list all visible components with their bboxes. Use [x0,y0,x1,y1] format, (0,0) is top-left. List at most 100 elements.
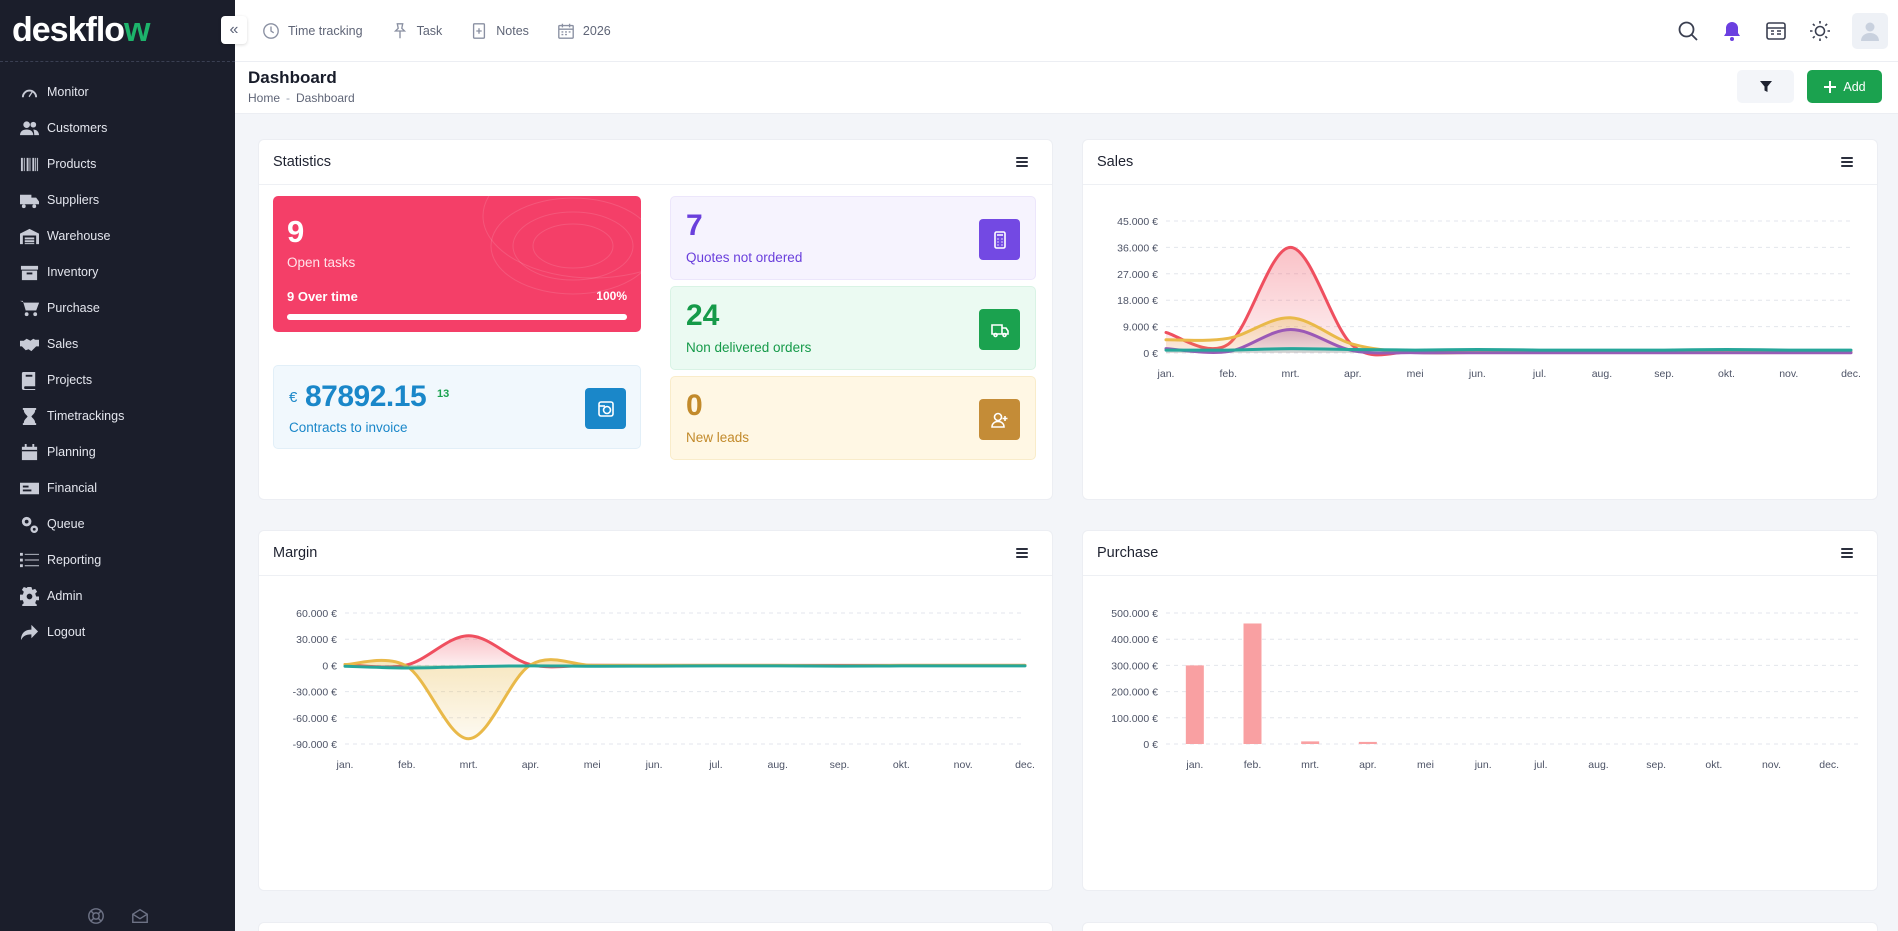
sidebar-item-inventory[interactable]: Inventory [0,254,235,290]
overtime-percent: 100% [596,289,627,303]
y-tick-label: -60.000 € [293,713,338,725]
sidebar-item-sales[interactable]: Sales [0,326,235,362]
book-icon [21,371,36,390]
y-tick-label: 300.000 € [1111,660,1158,672]
search-icon[interactable] [1676,19,1700,43]
y-tick-label: 0 € [1143,348,1158,360]
sidebar-item-projects[interactable]: Projects [0,362,235,398]
card-title: Statistics [273,154,332,170]
y-tick-label: 30.000 € [296,634,337,646]
card-header: Statistics [259,140,1052,185]
statistics-card: Statistics 9 Open tasks 9 Over time 100%… [258,139,1053,500]
x-tick-label: feb. [398,759,416,771]
orders-tile[interactable]: 24 Non delivered orders [670,286,1036,370]
logo-accent: w [124,11,150,49]
app-logo[interactable]: deskflo w [0,0,235,62]
page-header: Dashboard Home - Dashboard Add [235,62,1898,114]
card-title: Sales [1097,154,1134,170]
user-avatar[interactable] [1852,13,1888,49]
x-tick-label: nov. [1779,368,1798,380]
task-link[interactable]: Task [391,22,443,40]
menu-icon[interactable] [1016,157,1028,167]
x-tick-label: okt. [1705,759,1722,771]
sidebar-item-suppliers[interactable]: Suppliers [0,182,235,218]
menu-icon[interactable] [1841,157,1853,167]
notes-link[interactable]: Notes [470,22,529,40]
sales-chart: 45.000 € 36.000 € 27.000 € 18.000 € 9.000 € 0… [1117,216,1861,380]
y-tick-label: 36.000 € [1117,242,1158,254]
breadcrumb-home[interactable]: Home [248,91,281,105]
y-tick-label: 45.000 € [1117,216,1158,228]
y-tick-label: 0 € [1143,739,1158,751]
orders-label: Non delivered orders [686,340,812,355]
menu-icon[interactable] [1841,548,1853,558]
users-icon [20,120,39,135]
sidebar-item-admin[interactable]: Admin [0,578,235,614]
x-tick-label: mei [1407,368,1424,380]
open-tasks-tile[interactable]: 9 Open tasks 9 Over time 100% [273,196,641,332]
sidebar-item-warehouse[interactable]: Warehouse [0,218,235,254]
x-tick-label: dec. [1819,759,1839,771]
margin-card: Margin 60.000 € 30.000 € 0 € -30.000 € -60.0… [258,530,1053,891]
sidebar-item-customers[interactable]: Customers [0,110,235,146]
sidebar-item-queue[interactable]: Queue [0,506,235,542]
x-tick-label: nov. [1762,759,1781,771]
topbar-actions [1676,13,1888,49]
sidebar-item-products[interactable]: Products [0,146,235,182]
sidebar-item-timetrackings[interactable]: Timetrackings [0,398,235,434]
calendar-icon [21,443,38,460]
calculator-icon [979,219,1020,260]
y-tick-label: 400.000 € [1111,634,1158,646]
quotes-tile[interactable]: 7 Quotes not ordered [670,196,1036,280]
user-icon [1861,22,1879,41]
x-tick-label: mrt. [1301,759,1319,771]
card-title: Purchase [1097,545,1159,561]
overtime-label: 9 Over time [287,289,358,304]
bell-icon[interactable] [1720,19,1744,43]
handshake-icon [20,338,39,351]
contracts-tile[interactable]: € 87892.15 13 Contracts to invoice [273,365,641,449]
series-area [1166,247,1851,355]
sidebar-item-financial[interactable]: Financial [0,470,235,506]
sidebar-footer [0,907,235,925]
sidebar-collapse-button[interactable]: « [221,16,247,44]
breadcrumb-separator: - [286,91,291,105]
sidebar-item-label: Products [47,157,97,171]
sidebar-item-logout[interactable]: Logout [0,614,235,650]
sidebar-item-label: Timetrackings [47,409,125,423]
card-header: Sales [1083,140,1877,185]
clock-icon [263,22,279,39]
calculator-grid-icon[interactable] [1764,19,1788,43]
task-label: Task [416,23,443,38]
sidebar-item-label: Purchase [47,301,100,315]
warehouse-icon [20,228,39,244]
user-add-icon [979,399,1020,440]
sidebar-item-label: Admin [47,589,83,603]
contracts-currency: € [289,389,298,406]
filter-button[interactable] [1737,70,1794,103]
add-button[interactable]: Add [1807,70,1882,103]
sun-icon[interactable] [1808,19,1832,43]
page-title: Dashboard [248,68,337,87]
mail-icon[interactable] [131,907,149,925]
leads-value: 0 [686,389,703,422]
x-tick-label: okt. [1718,368,1735,380]
sidebar-item-label: Suppliers [47,193,100,207]
x-tick-label: dec. [1015,759,1035,771]
sidebar-item-reporting[interactable]: Reporting [0,542,235,578]
x-tick-label: okt. [893,759,910,771]
lifebuoy-icon[interactable] [87,907,105,925]
x-tick-label: sep. [830,759,850,771]
time-tracking-link[interactable]: Time tracking [262,22,363,40]
sidebar-item-planning[interactable]: Planning [0,434,235,470]
leads-tile[interactable]: 0 New leads [670,376,1036,460]
series-area [345,635,1025,668]
bar [1185,665,1204,744]
x-tick-label: jan. [1157,368,1175,380]
menu-icon[interactable] [1016,548,1028,558]
year-selector[interactable]: 2026 [557,22,611,40]
sidebar-item-purchase[interactable]: Purchase [0,290,235,326]
sidebar-item-monitor[interactable]: Monitor [0,74,235,110]
y-tick-label: -90.000 € [293,739,338,751]
truck-icon [20,194,39,208]
